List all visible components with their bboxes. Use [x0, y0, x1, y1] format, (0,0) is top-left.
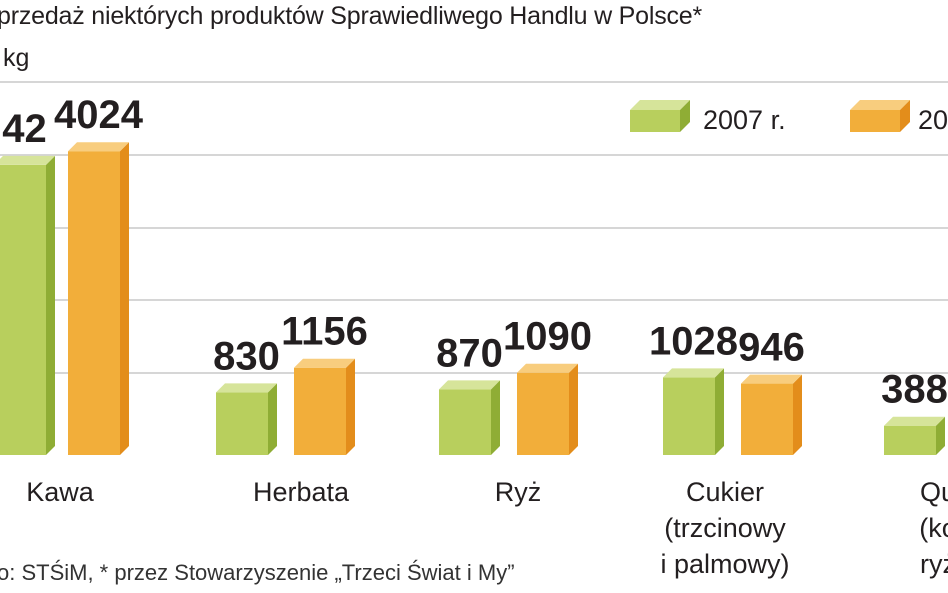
bar-front — [439, 389, 491, 455]
bar-side — [120, 142, 129, 456]
bar-side — [569, 363, 578, 455]
category-label: Qu — [920, 477, 948, 507]
category-label: Kawa — [26, 477, 95, 507]
bar-side — [793, 374, 802, 455]
bar-top — [741, 374, 802, 384]
bar — [216, 383, 277, 455]
category-label: Ryż — [495, 477, 542, 507]
bar-side — [46, 155, 55, 455]
category-label: Cukier — [686, 477, 764, 507]
bar-top — [294, 358, 355, 368]
bar-front — [68, 151, 120, 456]
value-label: 1156 — [281, 310, 368, 354]
legend-swatch-top — [630, 100, 690, 110]
bar-side — [346, 358, 355, 455]
legend-swatch-top — [850, 100, 910, 110]
bar-side — [936, 416, 945, 455]
bar-top — [0, 155, 55, 165]
category-label: i palmowy) — [660, 549, 789, 579]
bar-front — [294, 367, 346, 455]
value-label: 1090 — [503, 315, 592, 359]
bar-front — [663, 377, 715, 455]
bar — [294, 358, 355, 455]
legend-label: 2007 r. — [703, 105, 786, 135]
source-note: o: STŚiM, * przez Stowarzyszenie „Trzeci… — [0, 560, 515, 585]
category-label: Herbata — [253, 477, 350, 507]
bar-front — [0, 164, 46, 455]
bar — [439, 380, 500, 455]
legend-swatch — [850, 100, 910, 132]
value-label: 42 — [2, 107, 47, 151]
bar — [68, 142, 129, 456]
category-labels: Kawa Herbata Ryż Cukier (trzcinowy i palmowy)… — [26, 477, 948, 579]
bar-top — [517, 363, 578, 373]
bar-front — [216, 392, 268, 455]
y-axis-unit: kg — [3, 44, 30, 72]
bar-front — [741, 383, 793, 455]
bar-front — [517, 372, 569, 455]
value-label: 946 — [738, 326, 805, 370]
value-label: 870 — [436, 331, 503, 375]
category-label: (ko — [919, 513, 948, 543]
legend-swatch-side — [680, 100, 690, 132]
legend-swatch-front — [630, 110, 680, 132]
chart-title: przedaż niektórych produktów Sprawiedliw… — [0, 2, 703, 30]
legend-swatch-side — [900, 100, 910, 132]
value-label: 830 — [213, 334, 280, 378]
bar — [517, 363, 578, 455]
bar-top — [884, 416, 945, 426]
value-labels: 42 830 870 1028 388 4024 1156 1090 946 — [2, 93, 948, 412]
bar — [663, 368, 724, 455]
value-label: 388 — [881, 368, 948, 412]
bar-top — [663, 368, 724, 378]
value-label: 1028 — [649, 319, 738, 363]
bar-top — [216, 383, 277, 393]
bar-top — [68, 142, 129, 152]
legend-label: 20 — [918, 105, 948, 135]
category-label: ryż — [920, 549, 948, 579]
bars — [0, 142, 945, 456]
gridlines — [0, 81, 948, 374]
legend: 2007 r. 20 — [630, 100, 948, 135]
bar — [884, 416, 945, 455]
bar-front — [884, 425, 936, 455]
bar-top — [439, 380, 500, 390]
category-label: (trzcinowy — [664, 513, 786, 543]
legend-swatch-front — [850, 110, 900, 132]
legend-swatch — [630, 100, 690, 132]
bar — [741, 374, 802, 455]
bar-side — [715, 368, 724, 455]
bar — [0, 155, 55, 455]
value-label: 4024 — [54, 93, 144, 137]
bar-side — [268, 383, 277, 455]
bar-side — [491, 380, 500, 455]
